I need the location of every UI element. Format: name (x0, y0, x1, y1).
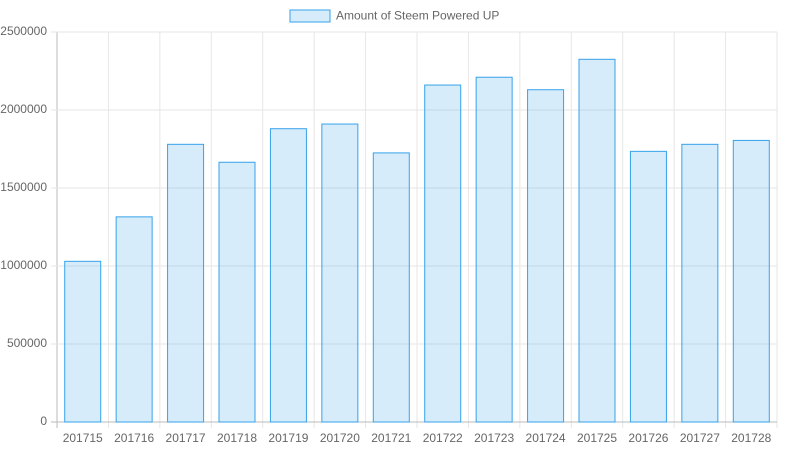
bar (475, 76, 513, 423)
bar (269, 128, 307, 423)
y-tick-label: 1000000 (0, 258, 47, 272)
x-tick-label: 201723 (474, 431, 514, 445)
bar (321, 123, 359, 423)
x-tick-label: 201717 (166, 431, 206, 445)
x-tick-label: 201721 (371, 431, 411, 445)
x-tick-label: 201725 (577, 431, 617, 445)
y-tick-label: 500000 (7, 336, 47, 350)
bar (64, 260, 102, 423)
bar (115, 216, 153, 423)
bar (424, 84, 462, 423)
x-tick-label: 201716 (114, 431, 154, 445)
x-tick-label: 201715 (63, 431, 103, 445)
x-tick-label: 201728 (731, 431, 771, 445)
legend-swatch (289, 9, 331, 23)
x-tick-label: 201720 (320, 431, 360, 445)
bar (527, 89, 565, 423)
x-tick-label: 201726 (628, 431, 668, 445)
x-tick-label: 201718 (217, 431, 257, 445)
bar (681, 143, 719, 423)
bar (167, 143, 205, 423)
x-tick-label: 201724 (526, 431, 566, 445)
x-tick-label: 201722 (423, 431, 463, 445)
bar (372, 152, 410, 423)
x-tick-label: 201727 (680, 431, 720, 445)
y-tick-label: 1500000 (0, 180, 47, 194)
x-tick-label: 201719 (268, 431, 308, 445)
bar (732, 139, 770, 423)
legend-label: Amount of Steem Powered UP (336, 9, 499, 23)
bar (629, 150, 667, 423)
y-tick-label: 2000000 (0, 102, 47, 116)
bar (578, 58, 616, 423)
y-tick-label: 2500000 (0, 24, 47, 38)
bar (218, 161, 256, 423)
y-tick-label: 0 (40, 414, 47, 428)
